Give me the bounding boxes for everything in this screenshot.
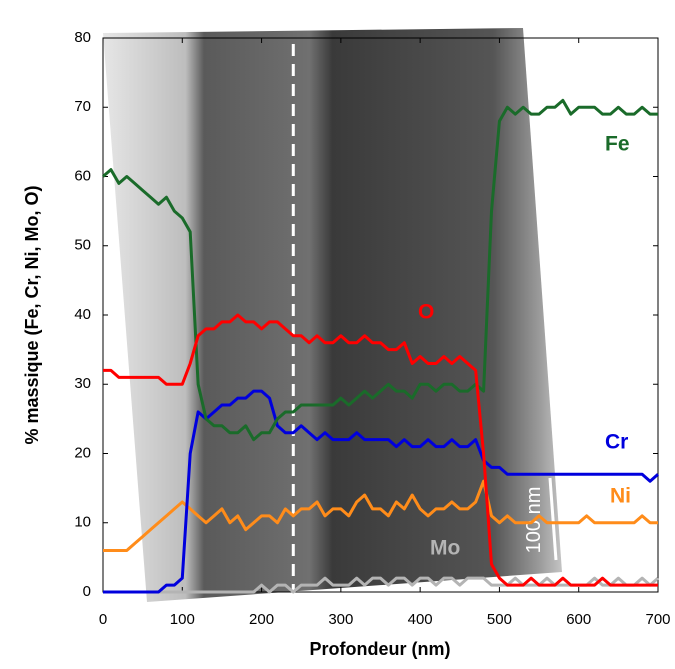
x-tick-label: 0 [99,611,107,628]
x-tick-label: 200 [249,611,274,628]
y-tick-label: 30 [74,375,91,392]
tem-image [103,28,562,602]
y-tick-label: 0 [83,583,91,600]
x-tick-label: 100 [170,611,195,628]
y-tick-label: 40 [74,306,91,323]
series-label: Fe [605,133,630,156]
x-tick-label: 600 [566,611,591,628]
x-tick-label: 300 [328,611,353,628]
scale-bar [548,477,558,561]
y-tick-label: 80 [74,29,91,46]
series-label: Mo [430,537,460,560]
series-line [102,98,658,442]
y-tick-label: 60 [74,167,91,184]
series-label: Ni [610,485,631,508]
series-label: Cr [605,431,628,454]
y-axis-title: % massique (Fe, Cr, Ni, Mo, O) [22,185,42,444]
y-tick-label: 10 [74,514,91,531]
y-tick-label: 50 [74,237,91,254]
series-line [103,576,659,594]
y-tick-label: 70 [74,98,91,115]
x-tick-label: 500 [487,611,512,628]
series-label: O [418,301,434,324]
x-tick-label: 400 [408,611,433,628]
y-tick-label: 20 [74,444,91,461]
series-line [103,389,659,594]
series-line [103,313,658,587]
x-axis-title: Profondeur (nm) [310,639,451,659]
series-line [103,479,658,552]
x-tick-label: 700 [645,611,670,628]
